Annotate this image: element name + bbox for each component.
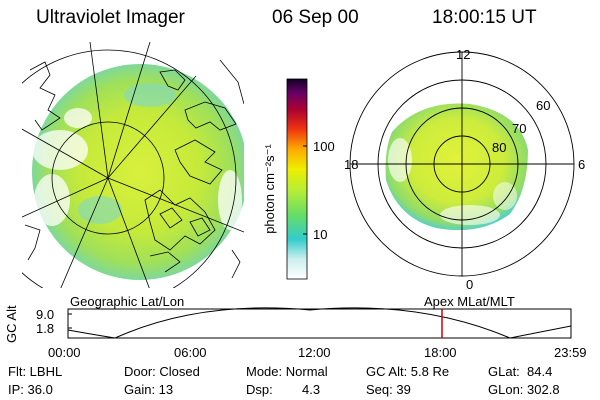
altitude-curve [67, 307, 572, 339]
info-gain: Gain: 13 [124, 382, 174, 397]
orbit-xtick-0600: 06:00 [174, 345, 207, 360]
color-bar [286, 78, 308, 280]
orbit-xtick-1800: 18:00 [424, 345, 457, 360]
mlt-label-0: 0 [466, 277, 474, 292]
info-ip: IP: 36.0 [8, 382, 53, 397]
orbit-ytick-low: 1.8 [36, 321, 55, 336]
lat-lon-grid [22, 42, 244, 288]
colorbar-tick-10: 10 [313, 227, 328, 242]
aurora-oval [385, 103, 528, 231]
instrument-title: Ultraviolet Imager [36, 7, 185, 28]
orbit-xtick-1200: 12:00 [298, 345, 331, 360]
colorbar-unit-label: photon cm⁻²s⁻¹ [262, 144, 277, 234]
date-label: 06 Sep 00 [272, 7, 359, 28]
orbit-xtick-0000: 00:00 [48, 345, 81, 360]
info-glon: GLon: 302.8 [488, 382, 560, 397]
info-door: Door: Closed [124, 364, 200, 379]
mlat-label-60: 60 [536, 98, 551, 113]
info-dsp-label: Dsp: [246, 382, 273, 397]
mlt-label-12: 12 [456, 47, 471, 62]
mlat-label-80: 80 [492, 140, 507, 155]
mlt-label-6: 6 [578, 157, 586, 172]
info-seq: Seq: 39 [366, 382, 411, 397]
info-glat: GLat: 84.4 [488, 364, 553, 379]
info-dsp-value: 4.3 [302, 382, 321, 397]
info-gc-alt: GC Alt: 5.8 Re [366, 364, 450, 379]
orbit-xtick-2359: 23:59 [554, 345, 587, 360]
geographic-caption: Geographic Lat/Lon [70, 294, 185, 309]
info-flt: Flt: LBHL [8, 364, 63, 379]
mlt-label-18: 18 [344, 157, 359, 172]
time-label: 18:00:15 UT [432, 7, 537, 28]
orbit-ytick-high: 9.0 [36, 307, 55, 322]
polar-plot [349, 51, 575, 277]
orbit-ylabel: GC Alt [4, 305, 19, 343]
geographic-image [22, 42, 244, 288]
mlat-label-70: 70 [512, 121, 527, 136]
apex-caption: Apex MLat/MLT [424, 294, 515, 309]
colorbar-tick-100: 100 [313, 139, 335, 154]
orbit-altitude-plot [67, 307, 572, 339]
info-mode: Mode: Normal [246, 364, 328, 379]
coastlines [24, 59, 244, 279]
